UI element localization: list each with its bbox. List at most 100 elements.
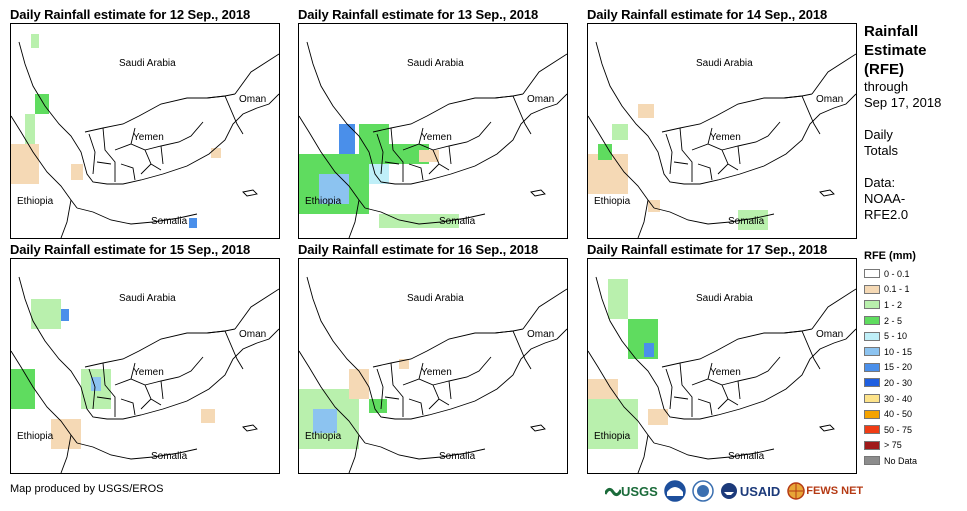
legend-item: 30 - 40 — [864, 391, 917, 407]
label-saudi-arabia: Saudi Arabia — [119, 293, 176, 304]
legend-item: 0 - 0.1 — [864, 266, 917, 282]
legend-item: 40 - 50 — [864, 406, 917, 422]
legend-swatch — [864, 440, 880, 450]
label-oman: Oman — [816, 94, 844, 105]
legend-label: 50 - 75 — [884, 424, 913, 435]
rainfall-overlay — [11, 34, 221, 228]
label-saudi-arabia: Saudi Arabia — [696, 293, 753, 304]
map-canvas — [299, 41, 567, 238]
map-credit: Map produced by USGS/EROS — [10, 483, 164, 495]
rainfall-overlay — [588, 279, 668, 449]
legend-swatch — [864, 347, 880, 357]
sidebar-totals: Totals — [864, 143, 898, 158]
label-somalia: Somalia — [439, 216, 476, 227]
label-saudi-arabia: Saudi Arabia — [407, 293, 464, 304]
rainfall-map: Saudi Arabia Oman Yemen Ethiopia Somalia — [10, 23, 280, 239]
sidebar-data-label: Data: — [864, 175, 896, 190]
panel-title: Daily Rainfall estimate for 16 Sep., 201… — [298, 242, 539, 257]
label-yemen: Yemen — [710, 367, 741, 378]
legend-item: 2 - 5 — [864, 313, 917, 329]
map-canvas — [588, 41, 856, 238]
sidebar-data-version: RFE2.0 — [864, 207, 909, 222]
legend-rows: 0 - 0.1 0.1 - 1 1 - 2 2 - 5 5 - 10 10 - 15 15 … — [864, 266, 917, 469]
label-saudi-arabia: Saudi Arabia — [407, 58, 464, 69]
legend-item: 0.1 - 1 — [864, 282, 917, 298]
label-saudi-arabia: Saudi Arabia — [119, 58, 176, 69]
label-ethiopia: Ethiopia — [594, 431, 631, 442]
rainfall-overlay — [588, 104, 768, 230]
label-yemen: Yemen — [421, 367, 452, 378]
legend-item: 20 - 30 — [864, 375, 917, 391]
panel-title: Daily Rainfall estimate for 15 Sep., 201… — [10, 242, 251, 257]
legend-item: 50 - 75 — [864, 422, 917, 438]
logo-strip: USGS USAID FEWS NET — [605, 478, 863, 504]
sidebar-title-line1: Rainfall — [864, 23, 919, 40]
map-canvas — [11, 34, 279, 238]
legend-label: No Data — [884, 455, 918, 466]
legend-label: 5 - 10 — [884, 331, 908, 342]
label-saudi-arabia: Saudi Arabia — [696, 58, 753, 69]
sidebar-data-source: NOAA- — [864, 191, 906, 206]
rainfall-map: Saudi Arabia Oman Yemen Ethiopia Somalia — [587, 258, 857, 474]
legend-item: 1 - 2 — [864, 297, 917, 313]
rainfall-map: Saudi Arabia Oman Yemen Ethiopia Somalia — [298, 23, 568, 239]
label-yemen: Yemen — [133, 367, 164, 378]
legend-swatch — [864, 378, 880, 388]
noaa-logo-icon — [664, 480, 686, 502]
rainfall-map: Saudi Arabia Oman Yemen Ethiopia Somalia — [587, 23, 857, 239]
label-ethiopia: Ethiopia — [305, 196, 342, 207]
panel-title: Daily Rainfall estimate for 14 Sep., 201… — [587, 7, 828, 22]
legend-swatch — [864, 284, 880, 294]
legend-item: 5 - 10 — [864, 328, 917, 344]
label-somalia: Somalia — [151, 451, 188, 462]
legend-swatch — [864, 300, 880, 310]
legend-title: RFE (mm) — [864, 250, 916, 262]
legend-swatch — [864, 456, 880, 466]
legend-swatch — [864, 331, 880, 341]
sidebar-title-line2: Estimate — [864, 42, 927, 59]
rainfall-overlay — [11, 299, 215, 449]
label-oman: Oman — [527, 329, 555, 340]
legend-swatch — [864, 316, 880, 326]
label-ethiopia: Ethiopia — [17, 196, 54, 207]
legend-label: 0.1 - 1 — [884, 284, 910, 295]
fewsnet-globe-icon — [787, 482, 806, 500]
label-oman: Oman — [527, 94, 555, 105]
label-ethiopia: Ethiopia — [17, 431, 54, 442]
legend-item: 15 - 20 — [864, 360, 917, 376]
rfe-legend: RFE (mm) 0 - 0.1 0.1 - 1 1 - 2 2 - 5 5 - 10 1… — [864, 250, 917, 469]
nasa-logo-icon — [692, 480, 714, 502]
fewsnet-logo-text: FEWS NET — [806, 485, 864, 497]
label-oman: Oman — [239, 329, 267, 340]
label-yemen: Yemen — [710, 132, 741, 143]
panel-title: Daily Rainfall estimate for 17 Sep., 201… — [587, 242, 828, 257]
usgs-logo: USGS — [605, 484, 658, 499]
label-somalia: Somalia — [439, 451, 476, 462]
label-yemen: Yemen — [421, 132, 452, 143]
label-yemen: Yemen — [133, 132, 164, 143]
label-oman: Oman — [239, 94, 267, 105]
legend-swatch — [864, 362, 880, 372]
legend-swatch — [864, 409, 880, 419]
legend-label: 2 - 5 — [884, 315, 903, 326]
sidebar-title-line3: (RFE) — [864, 61, 904, 78]
legend-label: 10 - 15 — [884, 346, 913, 357]
map-canvas — [588, 276, 856, 473]
legend-label: > 75 — [884, 440, 902, 451]
fewsnet-logo: FEWS NET — [786, 481, 863, 501]
legend-label: 1 - 2 — [884, 299, 903, 310]
rainfall-overlay — [299, 359, 409, 449]
legend-label: 30 - 40 — [884, 393, 913, 404]
usgs-logo-text: USGS — [621, 483, 658, 499]
sidebar-daily: Daily — [864, 127, 893, 142]
label-somalia: Somalia — [728, 216, 765, 227]
rainfall-map: Saudi Arabia Oman Yemen Ethiopia Somalia — [10, 258, 280, 474]
panel-title: Daily Rainfall estimate for 13 Sep., 201… — [298, 7, 539, 22]
label-ethiopia: Ethiopia — [594, 196, 631, 207]
label-somalia: Somalia — [151, 216, 188, 227]
legend-item: > 75 — [864, 438, 917, 454]
legend-label: 40 - 50 — [884, 409, 913, 420]
label-oman: Oman — [816, 329, 844, 340]
legend-swatch — [864, 394, 880, 404]
legend-label: 20 - 30 — [884, 377, 913, 388]
